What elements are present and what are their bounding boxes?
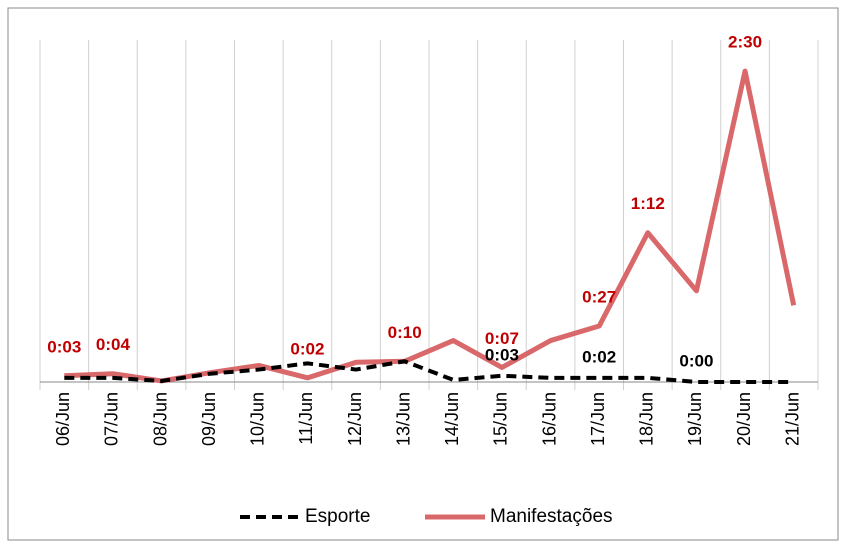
x-tick-label: 20/Jun bbox=[734, 392, 754, 446]
data-label: 0:03 bbox=[485, 345, 519, 364]
legend-label: Manifestações bbox=[490, 506, 613, 527]
data-label: 2:30 bbox=[728, 33, 762, 52]
x-tick-label: 19/Jun bbox=[685, 392, 705, 446]
data-label: 0:10 bbox=[388, 323, 422, 342]
series-line bbox=[64, 68, 797, 384]
data-label: 0:03 bbox=[47, 337, 81, 356]
x-tick-label: 11/Jun bbox=[296, 392, 316, 445]
data-label: 1:12 bbox=[631, 194, 665, 213]
data-label: 0:27 bbox=[582, 288, 616, 307]
x-tick-label: 18/Jun bbox=[637, 392, 657, 446]
data-label: 0:00 bbox=[679, 351, 713, 370]
x-tick-label: 14/Jun bbox=[442, 392, 462, 446]
x-tick-label: 16/Jun bbox=[539, 392, 559, 446]
x-tick-label: 07/Jun bbox=[102, 392, 122, 446]
chart-frame bbox=[7, 7, 839, 541]
legend-label: Esporte bbox=[305, 506, 370, 527]
x-tick-label: 08/Jun bbox=[150, 392, 170, 446]
x-tick-label: 12/Jun bbox=[345, 392, 365, 446]
x-tick-label: 21/Jun bbox=[782, 392, 802, 446]
x-tick-label: 10/Jun bbox=[248, 392, 268, 446]
x-tick-label: 09/Jun bbox=[199, 392, 219, 446]
data-label: 0:04 bbox=[96, 335, 131, 354]
x-tick-label: 13/Jun bbox=[393, 392, 413, 446]
data-label: 0:02 bbox=[290, 339, 324, 358]
x-tick-label: 06/Jun bbox=[53, 392, 73, 446]
data-label: 0:02 bbox=[582, 347, 616, 366]
x-tick-label: 17/Jun bbox=[588, 392, 608, 446]
series-line bbox=[64, 359, 794, 384]
data-label: 0:07 bbox=[485, 329, 519, 348]
x-tick-label: 15/Jun bbox=[491, 392, 511, 446]
